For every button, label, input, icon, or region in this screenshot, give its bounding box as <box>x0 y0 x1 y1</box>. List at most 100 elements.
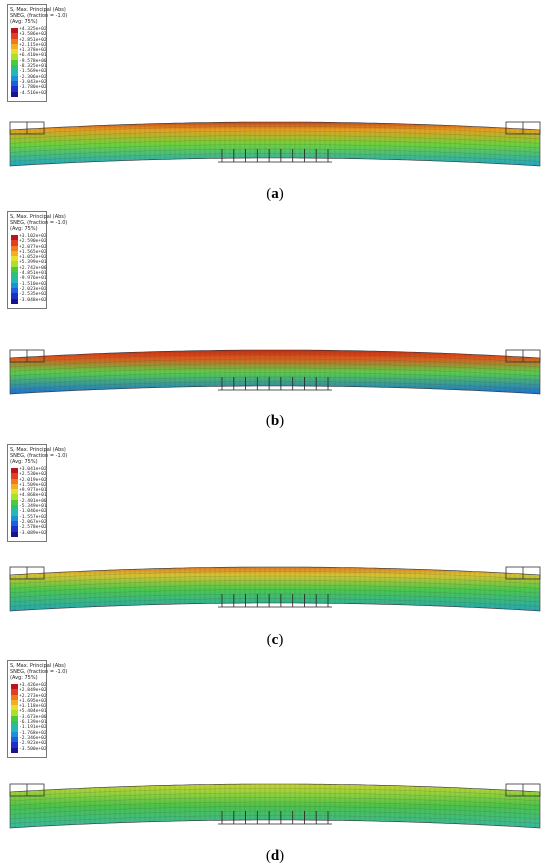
legend-swatch <box>11 526 18 532</box>
legend-value: -1.191e+02 <box>19 725 47 731</box>
legend-swatch <box>11 499 18 506</box>
legend-swatch <box>11 298 18 304</box>
legend-value: +9.977e+01 <box>19 488 47 494</box>
legend-title-line: S, Max. Principal (Abs) <box>10 214 66 220</box>
legend-title-line: (Avg: 75%) <box>10 19 38 25</box>
legend-title-line: (Avg: 75%) <box>10 226 38 232</box>
beam-loading-rig <box>218 811 332 825</box>
legend-swatch <box>11 726 18 732</box>
beam-mesh <box>9 567 541 611</box>
legend-swatch <box>11 277 18 283</box>
legend-value: +3.041e+02 <box>19 467 47 472</box>
legend-title-d: S, Max. Principal (Abs) SNEG, (fraction … <box>10 663 67 681</box>
legend-swatch <box>11 65 18 71</box>
legend-swatch <box>11 478 18 484</box>
legend-title-c: S, Max. Principal (Abs) SNEG, (fraction … <box>10 447 67 465</box>
legend-swatch <box>11 59 18 66</box>
legend-value: +1.052e+02 <box>19 255 47 261</box>
legend-swatch <box>11 494 18 500</box>
legend-labels-a: +4.325e+02 +3.586e+02 +2.851e+02 +2.115e+02… <box>19 27 47 96</box>
legend-value: +2.849e+02 <box>19 688 47 694</box>
legend-value: +3.426e+02 <box>19 683 47 688</box>
caption-b: (b) <box>265 413 285 429</box>
legend-title-line: S, Max. Principal (Abs) <box>10 7 66 13</box>
legend-value: -1.557e+02 <box>19 514 47 520</box>
legend-swatch <box>11 510 18 516</box>
legend-swatch <box>11 694 18 700</box>
legend-value: +5.399e+01 <box>19 260 47 266</box>
legend-swatch <box>11 282 18 288</box>
legend-value: +2.530e+02 <box>19 472 47 478</box>
legend-value: -3.043e+02 <box>19 79 47 85</box>
legend-swatch <box>11 747 18 753</box>
legend-value: -3.780e+02 <box>19 85 47 91</box>
legend-scale-a <box>11 28 18 97</box>
legend-swatch <box>11 689 18 695</box>
legend-swatch <box>11 54 18 60</box>
legend-swatch <box>11 250 18 257</box>
legend-swatch <box>11 75 18 81</box>
legend-title-line: SNEG, (fraction = -1.0) <box>10 13 68 19</box>
legend-swatch <box>11 266 18 273</box>
legend-swatch <box>11 287 18 294</box>
legend-swatch <box>11 293 18 299</box>
legend-swatch <box>11 715 18 722</box>
legend-swatch <box>11 721 18 727</box>
legend-value: +2.590e+02 <box>19 239 47 245</box>
legend-swatch <box>11 49 18 55</box>
legend-scale-d <box>11 684 18 753</box>
legend-swatch <box>11 684 18 690</box>
legend-value: -9.976e+01 <box>19 276 47 282</box>
legend-value: +2.742e+00 <box>19 265 47 271</box>
legend-swatch <box>11 520 18 527</box>
legend-swatch <box>11 235 18 241</box>
legend-value: -2.578e+02 <box>19 525 47 531</box>
caption-d: (d) <box>265 848 285 864</box>
legend-value: +2.851e+02 <box>19 37 47 43</box>
legend-swatch <box>11 43 18 50</box>
legend-value: +2.273e+02 <box>19 693 47 699</box>
legend-value: -2.023e+02 <box>19 286 47 292</box>
legend-swatch <box>11 33 18 39</box>
legend-value: -1.569e+02 <box>19 69 47 75</box>
legend-title-b: S, Max. Principal (Abs) SNEG, (fraction … <box>10 214 67 232</box>
panel-a: S, Max. Principal (Abs) SNEG, (fraction … <box>0 0 550 218</box>
legend-value: +6.410e+01 <box>19 53 47 59</box>
legend-swatch <box>11 272 18 278</box>
legend-swatch <box>11 531 18 537</box>
legend-value: +1.695e+02 <box>19 698 47 704</box>
legend-title-a: S, Max. Principal (Abs) SNEG, (fraction … <box>10 7 67 25</box>
legend-swatch <box>11 80 18 87</box>
legend-value: +1.565e+02 <box>19 249 47 255</box>
legend-title-line: SNEG, (fraction = -1.0) <box>10 220 68 226</box>
legend-labels-c: +3.041e+02 +2.530e+02 +2.019e+02 +1.509e+02… <box>19 467 47 536</box>
legend-value: +2.019e+02 <box>19 477 47 483</box>
legend-scale-c <box>11 468 18 537</box>
legend-value: -9.578e+00 <box>19 58 47 64</box>
beam-supports <box>9 783 541 797</box>
beam-loading-rig <box>218 594 332 608</box>
legend-labels-b: +3.102e+02 +2.590e+02 +2.077e+02 +1.565e+02… <box>19 234 47 303</box>
beam-loading-rig <box>218 377 332 391</box>
beam-d <box>9 783 541 829</box>
legend-swatch <box>11 473 18 479</box>
legend-swatch <box>11 742 18 748</box>
beam-supports <box>9 566 541 580</box>
caption-a: (a) <box>266 186 284 202</box>
legend-value: -2.346e+02 <box>19 735 47 741</box>
legend-value: +3.102e+02 <box>19 234 47 239</box>
legend-value: -3.089e+02 <box>19 530 47 536</box>
legend-value: +3.586e+02 <box>19 32 47 38</box>
beam-loading-rig <box>218 149 332 163</box>
legend-value: +4.868e+01 <box>19 493 47 499</box>
legend-scale-b <box>11 235 18 304</box>
legend-swatch <box>11 699 18 706</box>
legend-title-line: (Avg: 75%) <box>10 675 38 681</box>
panel-b: S, Max. Principal (Abs) SNEG, (fraction … <box>0 0 550 429</box>
legend-value: -2.535e+02 <box>19 292 47 298</box>
legend-value: -2.306e+02 <box>19 74 47 80</box>
legend-swatch <box>11 515 18 521</box>
legend-title-line: SNEG, (fraction = -1.0) <box>10 669 68 675</box>
legend-swatch <box>11 731 18 737</box>
